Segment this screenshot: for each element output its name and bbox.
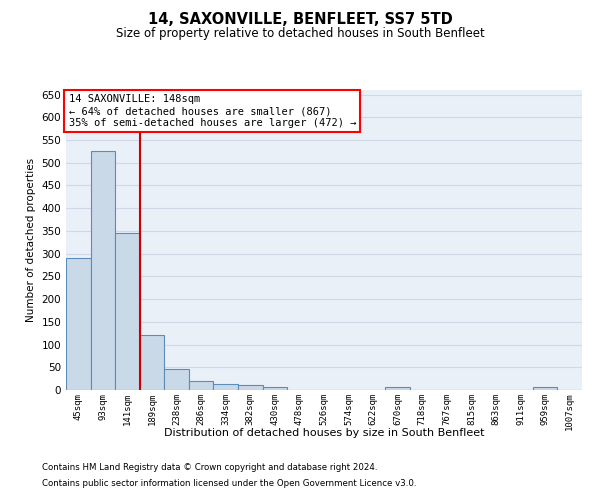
Bar — [533, 387, 557, 390]
Text: Contains public sector information licensed under the Open Government Licence v3: Contains public sector information licen… — [42, 478, 416, 488]
Bar — [189, 381, 214, 390]
Text: Size of property relative to detached houses in South Benfleet: Size of property relative to detached ho… — [116, 28, 484, 40]
Bar — [385, 387, 410, 390]
Bar — [263, 387, 287, 390]
Bar — [115, 233, 140, 390]
Y-axis label: Number of detached properties: Number of detached properties — [26, 158, 36, 322]
Text: 14, SAXONVILLE, BENFLEET, SS7 5TD: 14, SAXONVILLE, BENFLEET, SS7 5TD — [148, 12, 452, 28]
Bar — [214, 384, 238, 390]
Bar — [238, 386, 263, 390]
Text: Distribution of detached houses by size in South Benfleet: Distribution of detached houses by size … — [164, 428, 484, 438]
Bar — [164, 368, 189, 390]
Bar — [66, 258, 91, 390]
Text: Contains HM Land Registry data © Crown copyright and database right 2024.: Contains HM Land Registry data © Crown c… — [42, 464, 377, 472]
Bar — [140, 336, 164, 390]
Text: 14 SAXONVILLE: 148sqm
← 64% of detached houses are smaller (867)
35% of semi-det: 14 SAXONVILLE: 148sqm ← 64% of detached … — [68, 94, 356, 128]
Bar — [91, 152, 115, 390]
